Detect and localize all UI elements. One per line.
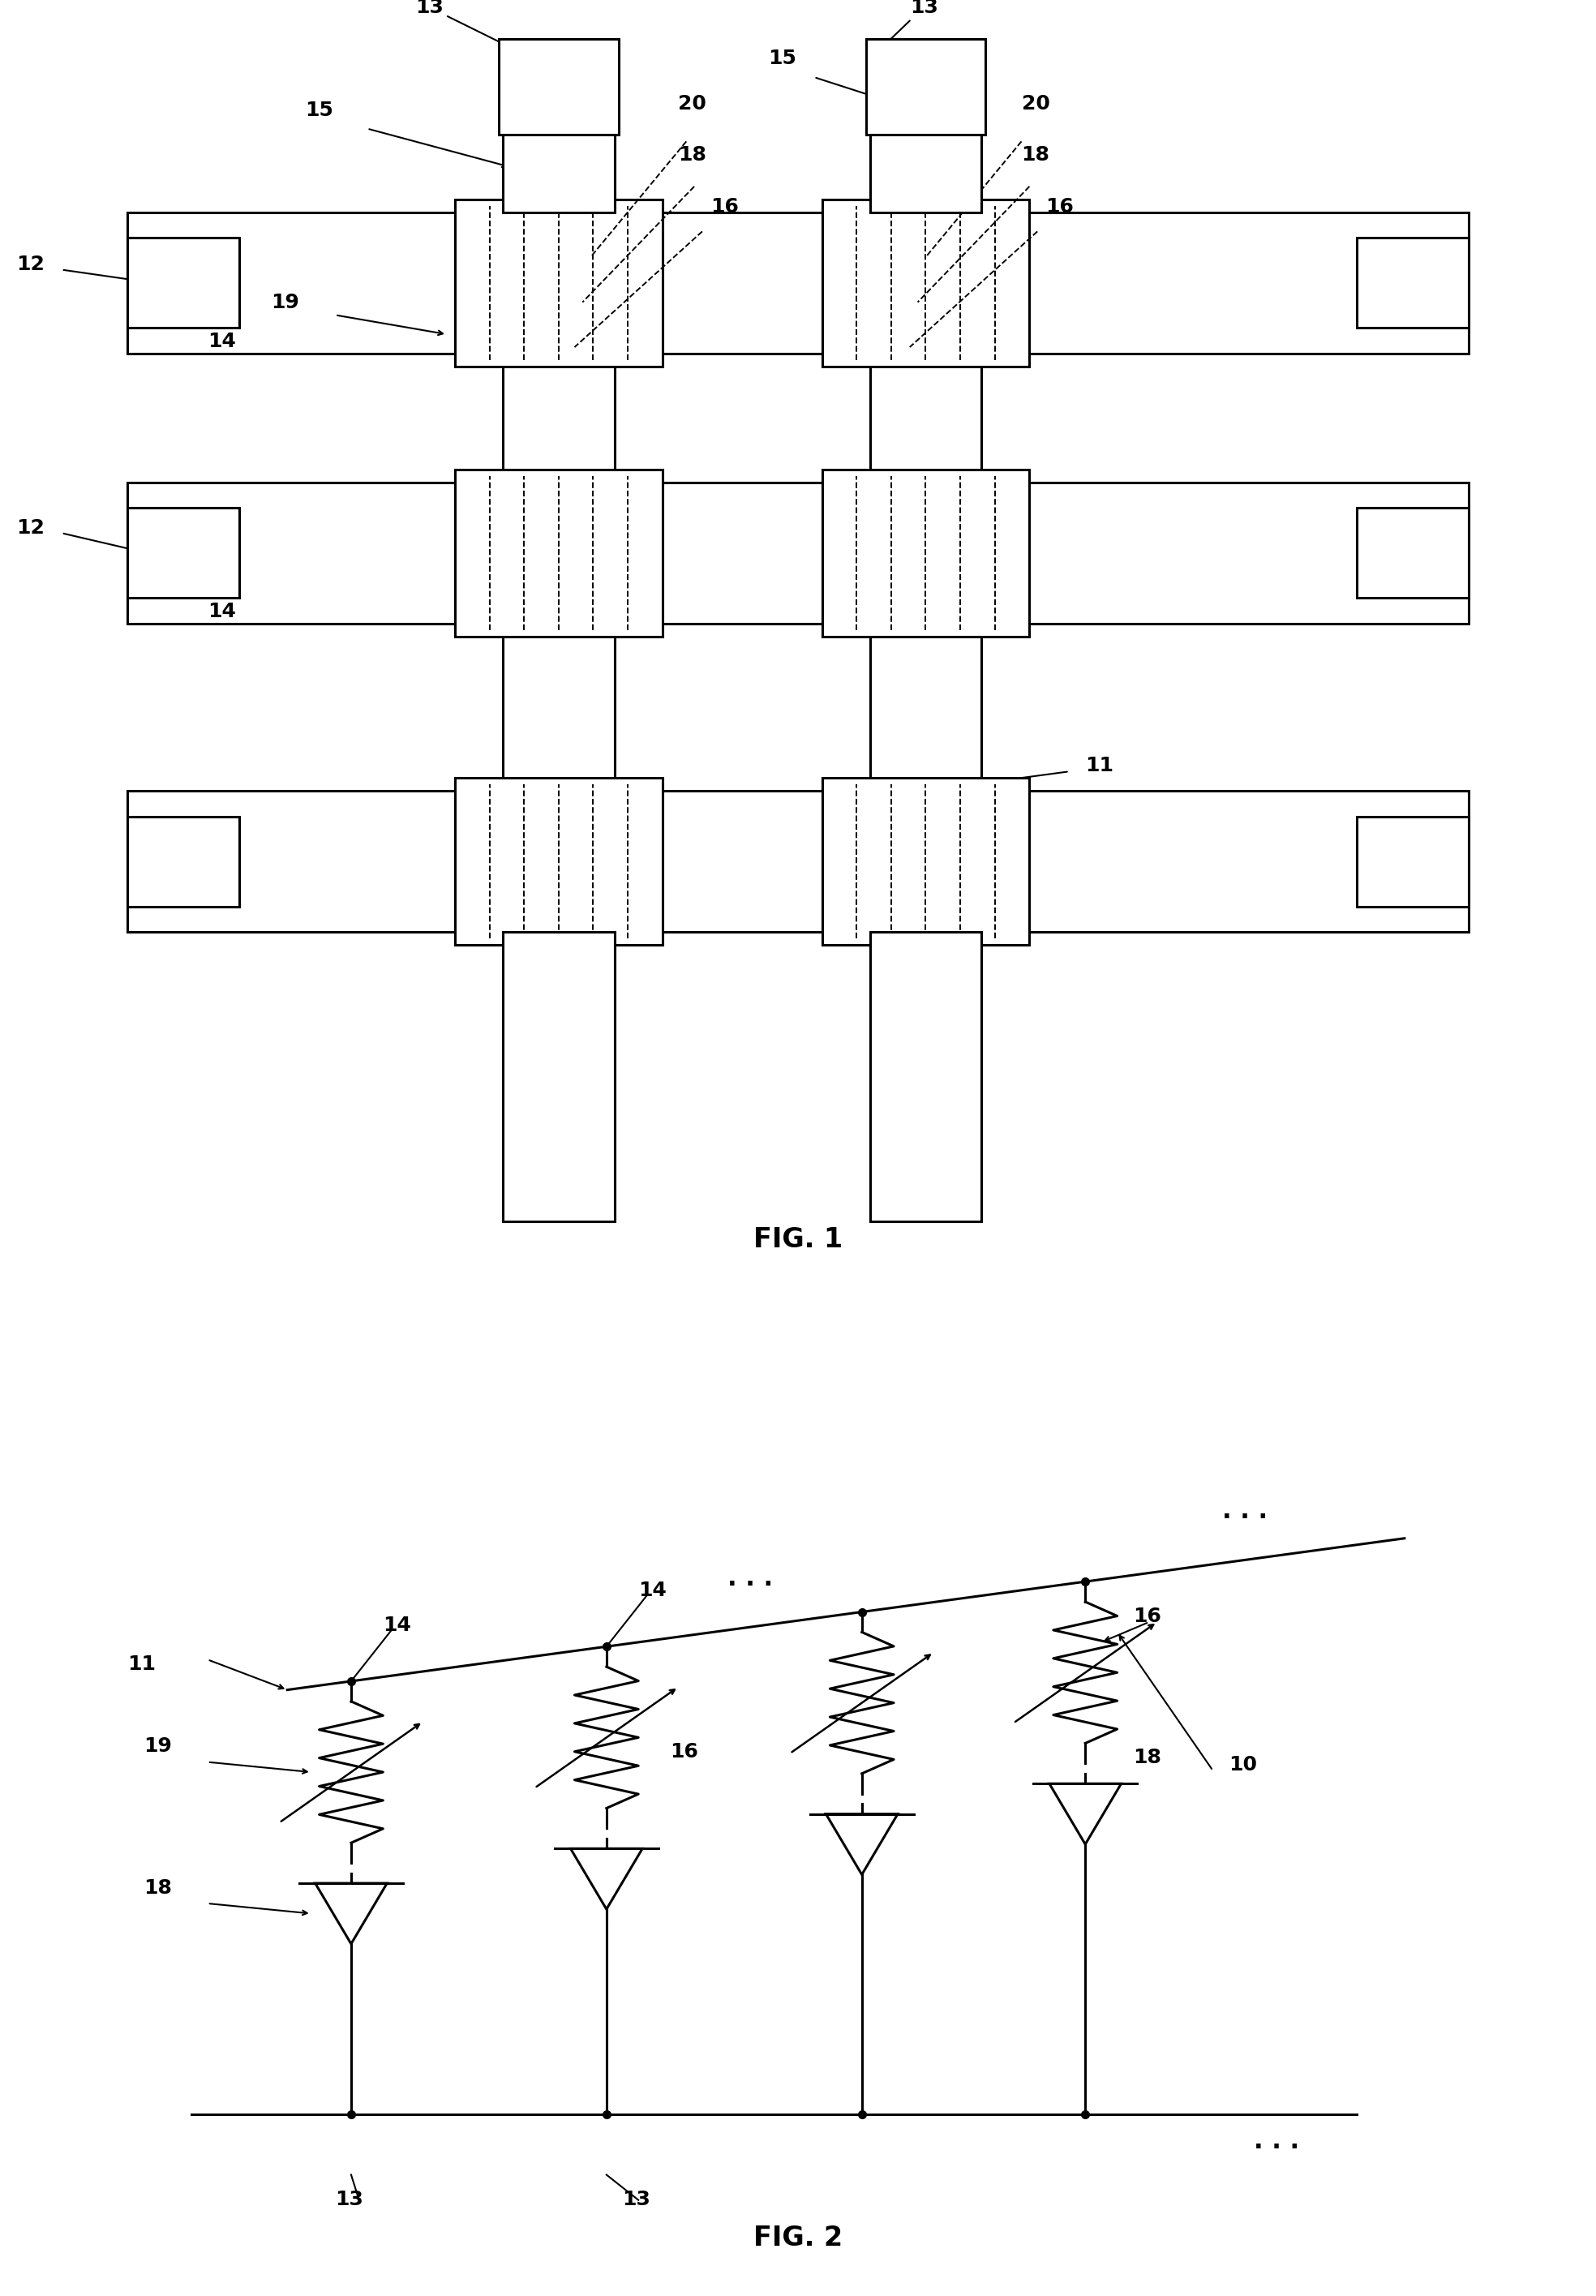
Text: 18: 18 [678,145,707,165]
Bar [128,817,239,907]
Text: 14: 14 [383,1616,412,1635]
Bar [128,790,1468,932]
Text: 13: 13 [415,0,517,51]
Bar [128,239,239,328]
Polygon shape [1050,1784,1120,1844]
Text: 13: 13 [879,0,938,51]
Text: · · ·: · · · [728,1573,772,1596]
Text: 11: 11 [128,1653,156,1674]
Text: 19: 19 [271,294,300,312]
Polygon shape [316,1883,388,1945]
Bar [1357,817,1468,907]
Bar [870,39,982,211]
Bar [503,39,614,211]
Polygon shape [827,1814,899,1874]
Text: 18: 18 [1133,1747,1162,1768]
Text: 16: 16 [710,197,739,216]
Text: 15: 15 [305,101,334,119]
Text: · · ·: · · · [1254,2135,1299,2161]
Text: 16: 16 [1133,1607,1162,1626]
Bar [822,200,1029,367]
Text: 13: 13 [622,2190,651,2209]
Text: 10: 10 [1229,1754,1258,1775]
Text: · · ·: · · · [1223,1506,1267,1529]
Bar [870,39,982,1221]
Text: 20: 20 [678,94,707,113]
Text: 18: 18 [144,1878,172,1896]
Text: 18: 18 [1021,145,1050,165]
Text: 15: 15 [768,48,796,69]
Bar [455,468,662,636]
Text: 19: 19 [144,1736,172,1756]
Bar [503,932,614,1221]
Bar [455,778,662,946]
Bar [128,211,1468,354]
Text: 20: 20 [1021,94,1050,113]
Text: 12: 12 [16,519,45,537]
Bar [822,468,1029,636]
Bar [128,507,239,597]
Text: 14: 14 [207,602,236,622]
Text: FIG. 2: FIG. 2 [753,2225,843,2250]
Bar [455,200,662,367]
Bar [1357,239,1468,328]
Bar [822,778,1029,946]
Bar [500,39,619,135]
Text: 12: 12 [16,255,45,273]
Bar [865,39,985,135]
Bar [870,932,982,1221]
Text: 14: 14 [638,1580,667,1600]
Text: 13: 13 [335,2190,364,2209]
Polygon shape [571,1848,642,1910]
Text: 14: 14 [207,331,236,351]
Bar [503,39,614,1221]
Text: 11: 11 [1085,755,1114,776]
Text: 16: 16 [1045,197,1074,216]
Bar [1357,507,1468,597]
Text: FIG. 1: FIG. 1 [753,1226,843,1254]
Bar [128,482,1468,625]
Text: 16: 16 [670,1743,699,1761]
